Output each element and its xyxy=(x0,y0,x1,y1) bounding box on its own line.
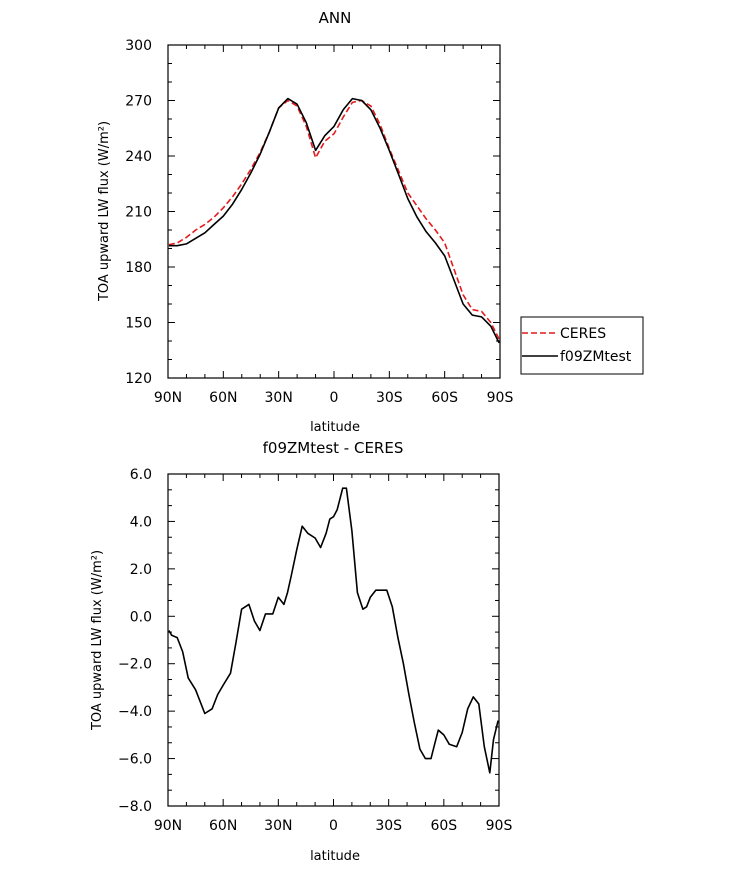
top-plot-frame xyxy=(167,44,501,379)
top-x-tick-label: 30N xyxy=(265,390,293,406)
top-x-tick-label: 60S xyxy=(431,390,458,406)
bottom-series-line-difference xyxy=(168,487,499,774)
bottom-y-tick-label: −8.0 xyxy=(118,799,152,815)
top-y-axis-label: TOA upward LW flux (W/m²) xyxy=(97,121,112,302)
bottom-y-tick-label: −6.0 xyxy=(118,752,152,768)
bottom-x-tick-label: 60N xyxy=(209,818,237,834)
panel-bottom-difference: f09ZMtest - CERES TOA upward LW flux (W/… xyxy=(90,439,512,864)
bottom-x-tick-label: 30S xyxy=(375,818,402,834)
bottom-y-tick-label: 2.0 xyxy=(130,562,152,578)
top-x-tick-label: 90S xyxy=(487,390,514,406)
top-x-tick-label: 90N xyxy=(154,390,182,406)
top-series-lines xyxy=(168,97,500,344)
bottom-series-lines xyxy=(168,487,499,774)
bottom-y-tick-label: 6.0 xyxy=(130,467,152,483)
top-x-axis-label: latitude xyxy=(310,420,360,435)
top-y-tick-label: 120 xyxy=(125,371,152,387)
bottom-x-tick-label: 30N xyxy=(264,818,292,834)
top-y-tick-label: 300 xyxy=(125,38,152,54)
bottom-x-tick-label: 90S xyxy=(486,818,513,834)
top-y-tick-label: 210 xyxy=(125,205,152,221)
top-axis-ticks: 90N 60N 30N 0 30S 60S 90S 120 150 180 210 240 270 300 xyxy=(125,38,513,406)
top-chart-title: ANN xyxy=(319,9,352,27)
bottom-y-tick-label: 0.0 xyxy=(130,609,152,625)
legend: CERES f09ZMtest xyxy=(520,316,644,375)
bottom-y-tick-label: 4.0 xyxy=(130,514,152,530)
legend-box xyxy=(520,316,644,375)
top-y-tick-label: 270 xyxy=(125,94,152,110)
bottom-x-axis-label: latitude xyxy=(310,849,360,864)
top-y-tick-label: 240 xyxy=(125,149,152,165)
bottom-chart-title: f09ZMtest - CERES xyxy=(263,439,404,457)
top-series-line-f09zmtest xyxy=(168,97,500,344)
bottom-x-tick-label: 0 xyxy=(329,818,338,834)
top-y-tick-label: 180 xyxy=(125,260,152,276)
top-y-tick-label: 150 xyxy=(125,316,152,332)
bottom-y-tick-label: −2.0 xyxy=(118,657,152,673)
legend-label-ceres: CERES xyxy=(560,326,606,342)
bottom-y-axis-label: TOA upward LW flux (W/m²) xyxy=(90,550,105,731)
bottom-x-tick-label: 90N xyxy=(154,818,182,834)
bottom-axis-ticks: 90N 60N 30N 0 30S 60S 90S −8.0 −6.0 −4.0 −2.0 0.0 2.… xyxy=(118,467,512,834)
top-series-line-ceres xyxy=(168,99,500,340)
top-x-tick-label: 60N xyxy=(209,390,237,406)
top-x-tick-label: 30S xyxy=(376,390,403,406)
bottom-x-tick-label: 60S xyxy=(430,818,457,834)
bottom-plot-frame xyxy=(167,473,500,807)
panel-top-annual-flux: ANN TOA upward LW flux (W/m²) latitude 9… xyxy=(97,9,513,435)
top-x-tick-label: 0 xyxy=(330,390,339,406)
bottom-y-tick-label: −4.0 xyxy=(118,704,152,720)
legend-label-f09zmtest: f09ZMtest xyxy=(560,349,632,365)
